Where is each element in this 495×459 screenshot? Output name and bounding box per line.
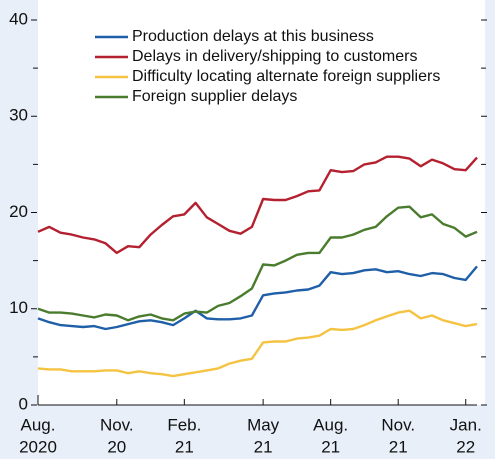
- x-tick-label: Feb.: [167, 415, 201, 434]
- x-tick-year: 21: [321, 437, 340, 456]
- x-tick-year: 21: [175, 437, 194, 456]
- series-line: [37, 205, 478, 322]
- x-tick-label: Jan.: [450, 415, 482, 434]
- x-tick-year: 2020: [19, 437, 57, 456]
- x-tick-year: 21: [389, 437, 408, 456]
- x-tick-label: May: [247, 415, 280, 434]
- y-tick-label: 40: [9, 9, 28, 28]
- x-tick-label: Aug.: [313, 415, 348, 434]
- series-line: [37, 155, 478, 255]
- y-tick-label: 20: [9, 202, 28, 221]
- x-tick-year: 22: [456, 437, 475, 456]
- legend-label: Production delays at this business: [132, 28, 374, 45]
- legend-label: Difficulty locating alternate foreign su…: [132, 68, 440, 85]
- x-tick-label: Nov.: [100, 415, 134, 434]
- legend-label: Foreign supplier delays: [132, 88, 297, 105]
- x-tick-year: 21: [254, 437, 273, 456]
- legend-label: Delays in delivery/shipping to customers: [132, 48, 417, 65]
- series-line: [37, 265, 478, 331]
- series-line: [37, 309, 478, 378]
- y-tick-label: 30: [9, 106, 28, 125]
- x-tick-year: 20: [107, 437, 126, 456]
- y-tick-label: 0: [19, 394, 28, 413]
- y-tick-label: 10: [9, 298, 28, 317]
- x-tick-label: Nov.: [381, 415, 415, 434]
- x-tick-label: Aug.: [21, 415, 56, 434]
